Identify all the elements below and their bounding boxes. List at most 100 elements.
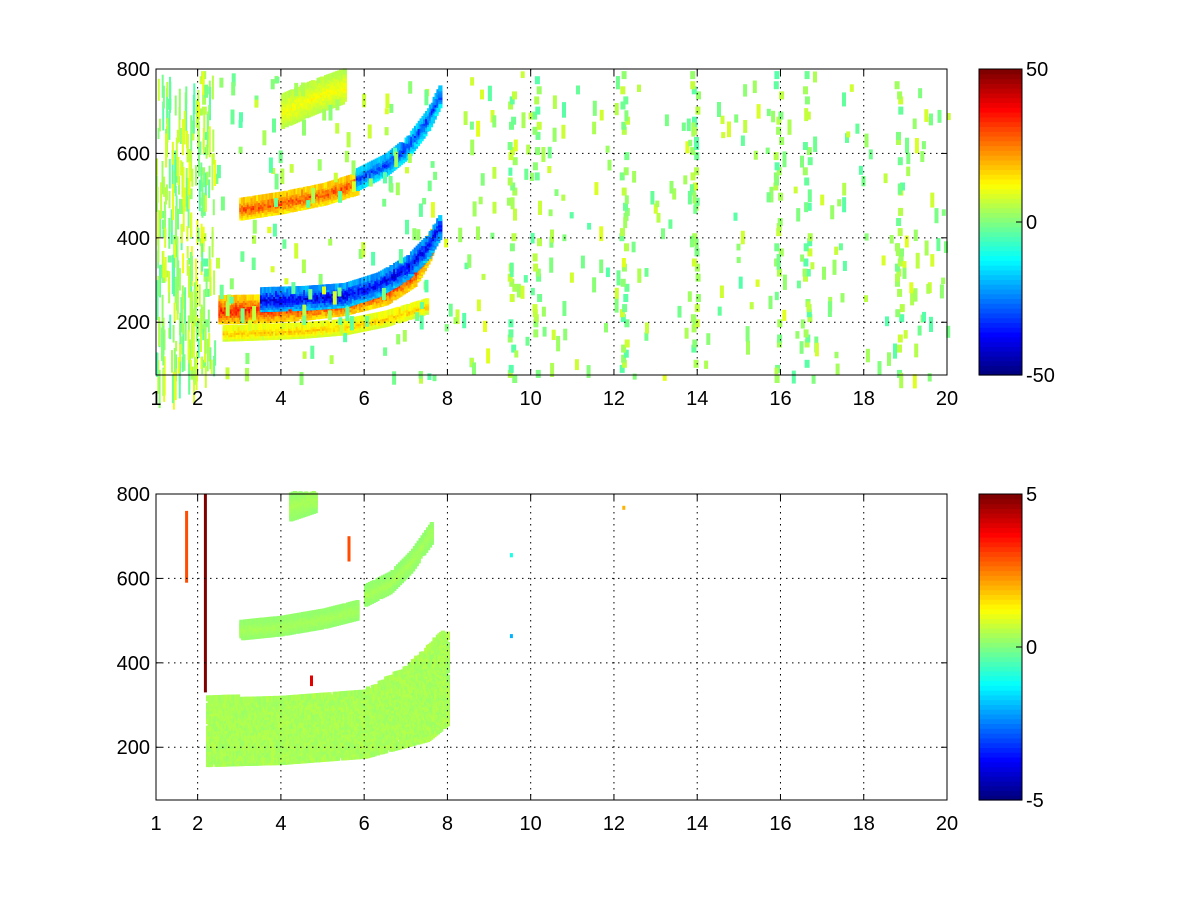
noise-cell — [774, 177, 780, 186]
noise-cell — [216, 164, 221, 179]
colorbar-swatch — [979, 164, 1022, 171]
noise-cell — [299, 372, 304, 386]
noise-cell — [912, 118, 917, 130]
noise-cell — [898, 106, 904, 115]
noise-cell — [605, 267, 610, 278]
noise-cell — [946, 113, 951, 121]
noise-cell — [827, 301, 832, 317]
noise-cell — [804, 108, 809, 122]
noise-cell — [270, 79, 275, 90]
noise-cell — [173, 302, 176, 324]
noise-cell — [521, 112, 526, 129]
noise-cell — [554, 189, 559, 196]
noise-cell — [492, 201, 497, 214]
noise-cell — [526, 144, 531, 155]
noise-cell — [509, 96, 515, 105]
noise-cell — [216, 257, 220, 269]
noise-cell — [520, 285, 525, 299]
noise-cell — [773, 172, 779, 181]
x-tick-label: 18 — [853, 388, 875, 410]
noise-cell — [778, 111, 784, 120]
noise-cell — [694, 304, 700, 313]
noise-cell — [903, 330, 908, 339]
colorbar-swatch — [979, 274, 1022, 280]
noise-cell — [691, 324, 697, 333]
noise-cell — [511, 116, 517, 125]
noise-cell — [333, 172, 338, 183]
noise-cell — [562, 102, 566, 118]
noise-cell — [168, 190, 171, 209]
noise-cell — [677, 305, 682, 318]
noise-cell — [910, 290, 915, 306]
noise-cell — [171, 374, 174, 404]
noise-cell — [734, 114, 739, 123]
noise-cell — [189, 359, 192, 371]
noise-cell — [664, 114, 669, 127]
noise-cell — [171, 350, 173, 373]
noise-cell — [692, 116, 697, 125]
noise-cell — [621, 359, 627, 368]
noise-cell — [694, 167, 700, 176]
noise-cell — [183, 110, 186, 145]
colorbar-swatch — [979, 174, 1022, 180]
noise-cell — [171, 150, 174, 189]
noise-cell — [849, 84, 854, 92]
noise-cell — [721, 132, 726, 139]
noise-cell — [776, 126, 782, 135]
noise-cell — [623, 294, 629, 302]
noise-cell — [193, 289, 196, 327]
noise-cell — [178, 88, 181, 120]
noise-cell — [906, 152, 911, 165]
noise-cell — [774, 375, 780, 383]
noise-cell — [514, 350, 519, 358]
noise-cell — [805, 111, 811, 120]
noise-cell — [745, 326, 750, 342]
noise-cell — [200, 223, 203, 257]
noise-cell — [181, 294, 184, 333]
noise-cell — [161, 74, 164, 98]
noise-cell — [206, 114, 209, 148]
noise-cell — [191, 168, 194, 187]
noise-cell — [169, 76, 171, 113]
noise-cell — [688, 139, 693, 147]
noise-cell — [190, 255, 193, 281]
noise-cell — [937, 109, 942, 123]
noise-cell — [512, 375, 518, 383]
noise-cell — [599, 226, 604, 242]
noise-cell — [804, 202, 809, 213]
noise-cell — [170, 209, 173, 233]
colorbar-swatch — [979, 250, 1022, 257]
noise-cell — [182, 253, 185, 274]
noise-cell — [176, 256, 179, 293]
noise-cell — [470, 77, 475, 86]
noise-cell — [385, 93, 390, 109]
noise-cell — [619, 233, 625, 242]
noise-cell — [650, 191, 655, 205]
noise-cell — [778, 248, 784, 257]
noise-cell — [720, 115, 725, 125]
noise-cell — [615, 76, 620, 90]
noise-cell — [690, 172, 696, 181]
noise-cell — [733, 212, 738, 221]
noise-cell — [198, 108, 203, 116]
noise-cell — [157, 209, 160, 246]
x-tick-label: 8 — [442, 388, 453, 410]
noise-cell — [507, 142, 513, 150]
noise-cell — [887, 352, 891, 366]
noise-cell — [188, 161, 191, 195]
noise-cell — [195, 322, 198, 342]
noise-cell — [779, 137, 785, 145]
noise-cell — [896, 137, 901, 145]
noise-cell — [165, 133, 167, 168]
noise-cell — [653, 203, 658, 214]
noise-cell — [690, 147, 696, 156]
noise-cell — [941, 277, 946, 285]
x-tick-label: 1 — [150, 388, 161, 410]
noise-cell — [914, 138, 919, 154]
noise-cell — [696, 91, 701, 100]
noise-cell — [180, 223, 183, 244]
noise-cell — [532, 126, 538, 135]
noise-cell — [535, 369, 541, 378]
noise-cell — [202, 174, 207, 188]
noise-cell — [604, 323, 608, 333]
